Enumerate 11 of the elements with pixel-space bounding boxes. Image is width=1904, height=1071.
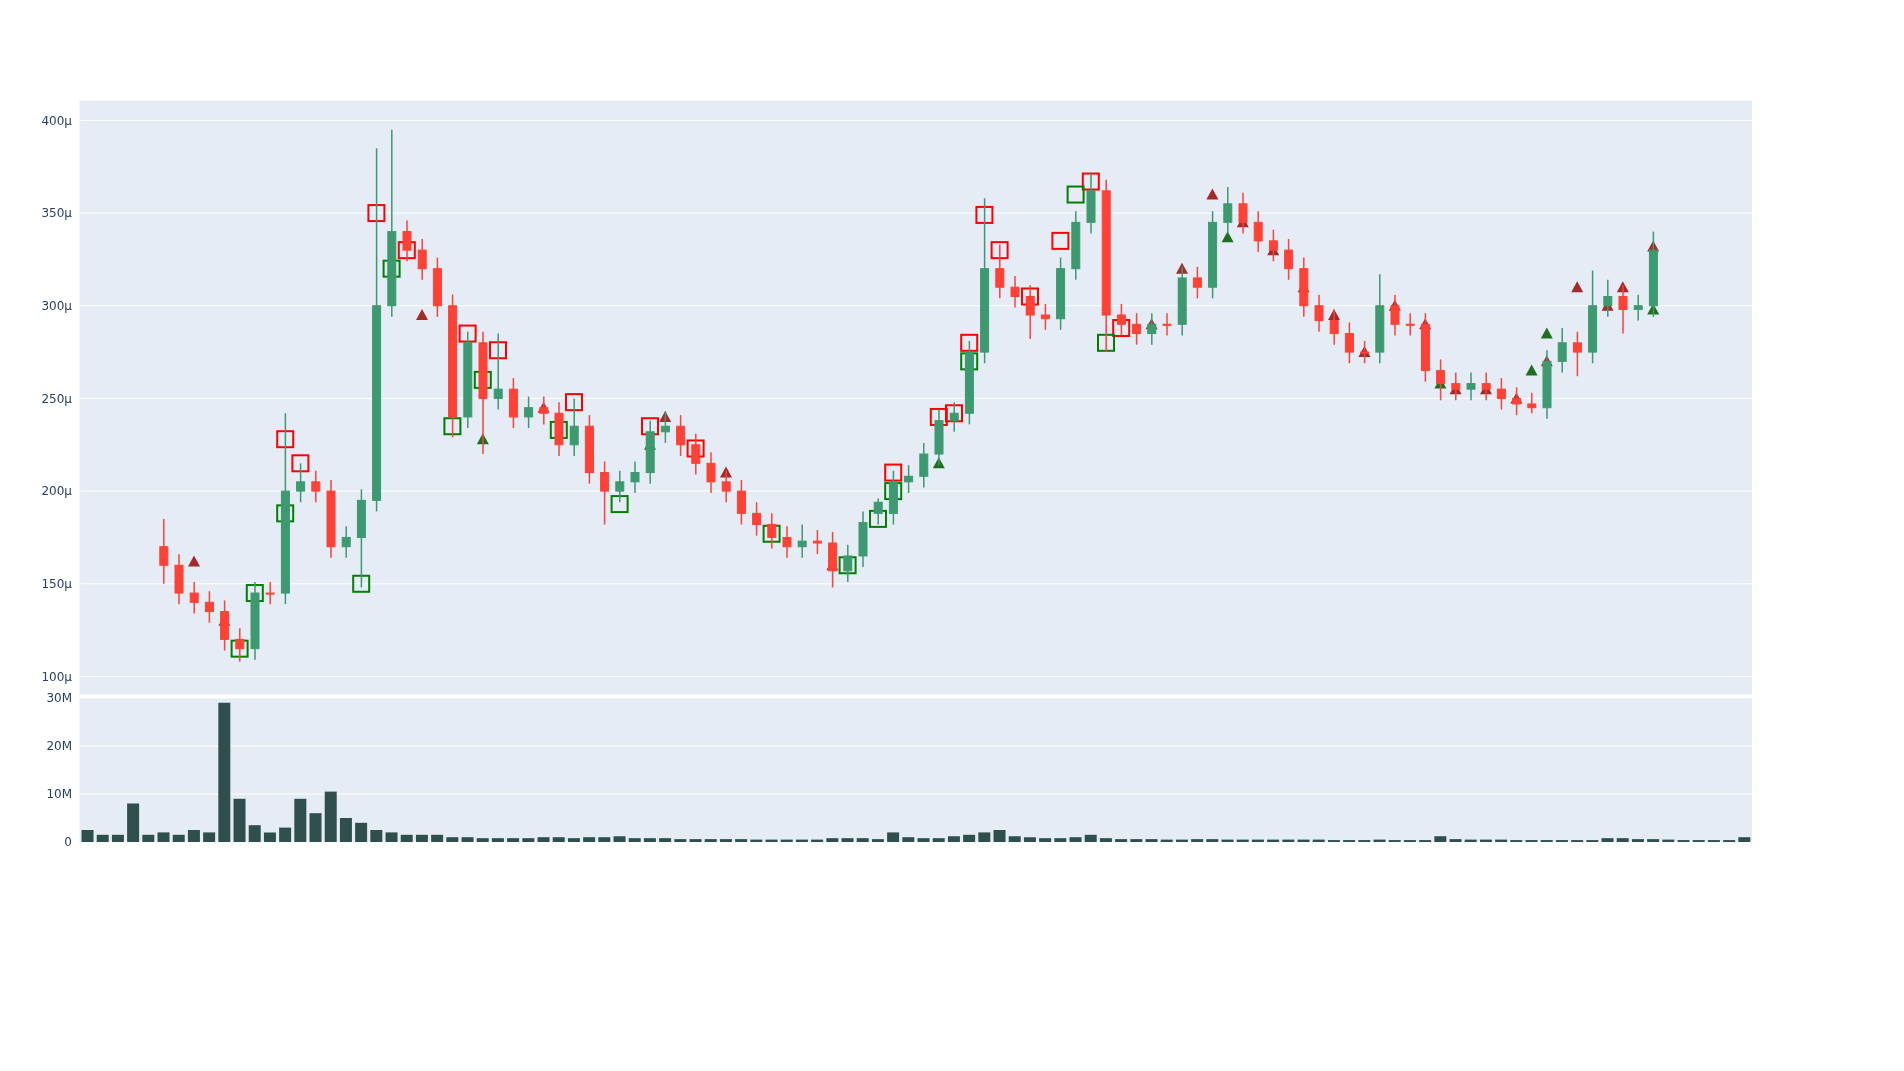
y-tick-label: 30M <box>46 691 72 706</box>
y-tick-label: 0 <box>64 835 72 850</box>
y-tick-label: 300µ <box>41 299 73 314</box>
y-tick-label: 100µ <box>41 669 73 684</box>
y-tick-label: 150µ <box>41 577 73 592</box>
y-tick-label: 20M <box>46 739 72 754</box>
y-tick-label: 400µ <box>41 113 73 128</box>
y-tick-label: 10M <box>46 787 72 802</box>
y-tick-label: 350µ <box>41 206 73 221</box>
y-tick-label: 250µ <box>41 391 73 406</box>
y-tick-label: 200µ <box>41 484 73 499</box>
